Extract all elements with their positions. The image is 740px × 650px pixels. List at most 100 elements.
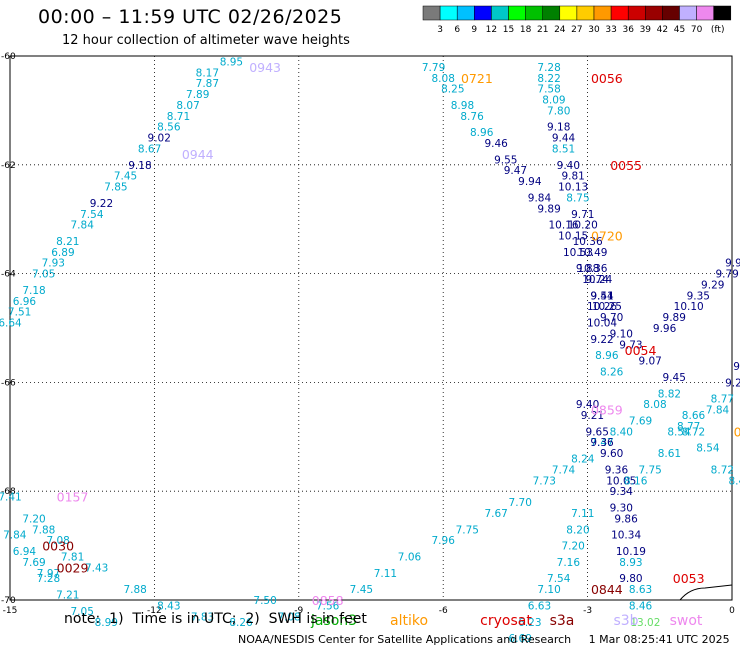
wave-height-point: 8.82 (658, 388, 681, 400)
wave-height-point: 7.11 (374, 568, 397, 580)
wave-height-point: 7.28 (37, 573, 60, 585)
wave-height-point: 8.76 (460, 111, 484, 123)
pass-time-label: 0844 (591, 582, 623, 597)
wave-height-point: 7.93 (42, 258, 65, 270)
wave-height-point: 10.24 (582, 274, 612, 286)
wave-height-point: 7.58 (537, 84, 560, 96)
legend-altiko: altiko (390, 613, 428, 629)
wave-height-point: 8.96 (595, 350, 619, 362)
wave-height-point: 10.36 (577, 263, 607, 275)
pass-time-label: 0721 (461, 71, 493, 86)
y-tick-label: -60 (1, 52, 16, 62)
coastline (679, 584, 733, 601)
colorbar-label: 15 (503, 25, 514, 35)
legend-cryosat: cryosat (480, 613, 532, 629)
pass-time-label: 0859 (591, 403, 623, 418)
wave-height-point: 8.43 (157, 600, 180, 612)
wave-height-point: 8.72 (711, 464, 734, 476)
wave-height-point: 10.16 (549, 220, 579, 232)
wave-height-point: 9.96 (653, 323, 677, 335)
wave-height-point: 9.88 (576, 263, 599, 275)
wave-height-point: 8.24 (571, 454, 595, 466)
wave-height-point: 8.4 (728, 475, 740, 487)
legend-swot: swot (670, 613, 703, 629)
page-subtitle: 12 hour collection of altimeter wave hei… (62, 33, 350, 48)
legend-s3b: s3b (613, 613, 638, 629)
wave-height-point: 7.88 (123, 584, 146, 596)
wave-height-point: 10.20 (568, 220, 598, 232)
wave-height-point: 9.44 (590, 290, 614, 302)
wave-height-point: 8.40 (610, 426, 633, 438)
wave-height-point: 7.74 (552, 464, 576, 476)
wave-height-point: 7.97 (37, 568, 60, 580)
x-tick-label: -15 (3, 606, 18, 616)
wave-height-point: 7.83 (191, 611, 214, 623)
wave-height-point: 8.63 (629, 584, 652, 596)
wave-height-point: 9.73 (619, 339, 642, 351)
wave-height-point: 7.11 (571, 508, 594, 520)
wave-height-point: 9.0 (733, 361, 740, 373)
wave-height-point: 9.36 (590, 437, 614, 449)
wave-height-point: 8.08 (643, 399, 666, 411)
wave-height-point: 9.40 (557, 160, 580, 172)
wave-height-point: 7.45 (114, 171, 137, 183)
wave-height-point: 7.75 (456, 524, 479, 536)
wave-height-point: 7.05 (71, 606, 94, 618)
wave-height-point: 9.60 (600, 448, 623, 460)
wave-height-point: 7.54 (547, 573, 571, 585)
y-tick-label: -66 (1, 378, 16, 388)
wave-height-point: 7.20 (22, 513, 45, 525)
wave-height-point: 8.98 (451, 100, 474, 112)
wave-height-point: 9.45 (663, 372, 686, 384)
wave-height-point: 7.70 (509, 497, 532, 509)
wave-height-point: 9.84 (528, 192, 552, 204)
wave-height-point: 9.81 (561, 171, 584, 183)
wave-height-point: 9.29 (701, 279, 724, 291)
colorbar-swatch (713, 5, 732, 21)
wave-height-point: 6.69 (509, 633, 532, 645)
y-tick-label: -70 (1, 596, 16, 606)
wave-height-point: 9.65 (586, 426, 609, 438)
x-tick-label: -6 (439, 606, 448, 616)
wave-height-point: 9.30 (610, 503, 633, 515)
y-tick-label: -64 (1, 270, 16, 280)
wave-height-point: 10.15 (558, 231, 588, 243)
note-text: note: 1) Time is in UTC; 2) SWH is in fe… (64, 611, 367, 627)
wave-height-point: 7.84 (706, 405, 730, 417)
wave-height-point: 8.96 (470, 127, 494, 139)
wave-height-point: 7.41 (0, 492, 22, 504)
wave-height-point: 7.50 (253, 595, 276, 607)
wave-height-point: 7.80 (547, 105, 570, 117)
wave-height-point: 10.53 (563, 247, 593, 259)
wave-height-point: 7.69 (629, 415, 652, 427)
wave-height-point: 9.55 (494, 154, 517, 166)
wave-height-point: 7.87 (196, 78, 219, 90)
pass-time-label: 0858 (312, 593, 344, 608)
wave-height-point: 9.21 (581, 410, 604, 422)
wave-height-point: 6.89 (51, 247, 74, 259)
colorbar-label: (ft) (711, 25, 725, 35)
pass-time-label: 0943 (249, 60, 281, 75)
wave-height-point: 7.67 (484, 508, 507, 520)
pass-time-label: 0054 (625, 343, 657, 358)
wave-height-point: 8.54 (667, 426, 691, 438)
wave-height-point: 10.49 (577, 247, 607, 259)
wave-height-point: 8.21 (56, 236, 79, 248)
wave-height-point: 6.23 (518, 617, 541, 629)
wave-height-point: 8.26 (229, 617, 253, 629)
wave-height-point: 9.18 (128, 160, 151, 172)
wave-height-point: 7.69 (22, 557, 45, 569)
wave-height-point: 8.54 (696, 443, 720, 455)
colorbar-label: 39 (640, 25, 652, 35)
x-tick-label: -3 (583, 606, 592, 616)
wave-height-point: 10.19 (616, 546, 646, 558)
wave-height-point: 13.02 (630, 617, 660, 629)
wave-height-point: 8.16 (624, 475, 648, 487)
colorbar-label: 45 (674, 25, 685, 35)
colorbar-label: 27 (571, 25, 582, 35)
notes-line: note: 1) Time is in UTC; 2) SWH is in fe… (64, 611, 367, 627)
satellite-legend-group: jason3 altiko cryosat s3a s3b swot (310, 613, 703, 629)
wave-height-point: 7.08 (46, 535, 69, 547)
wave-height-point: 9.70 (600, 312, 623, 324)
